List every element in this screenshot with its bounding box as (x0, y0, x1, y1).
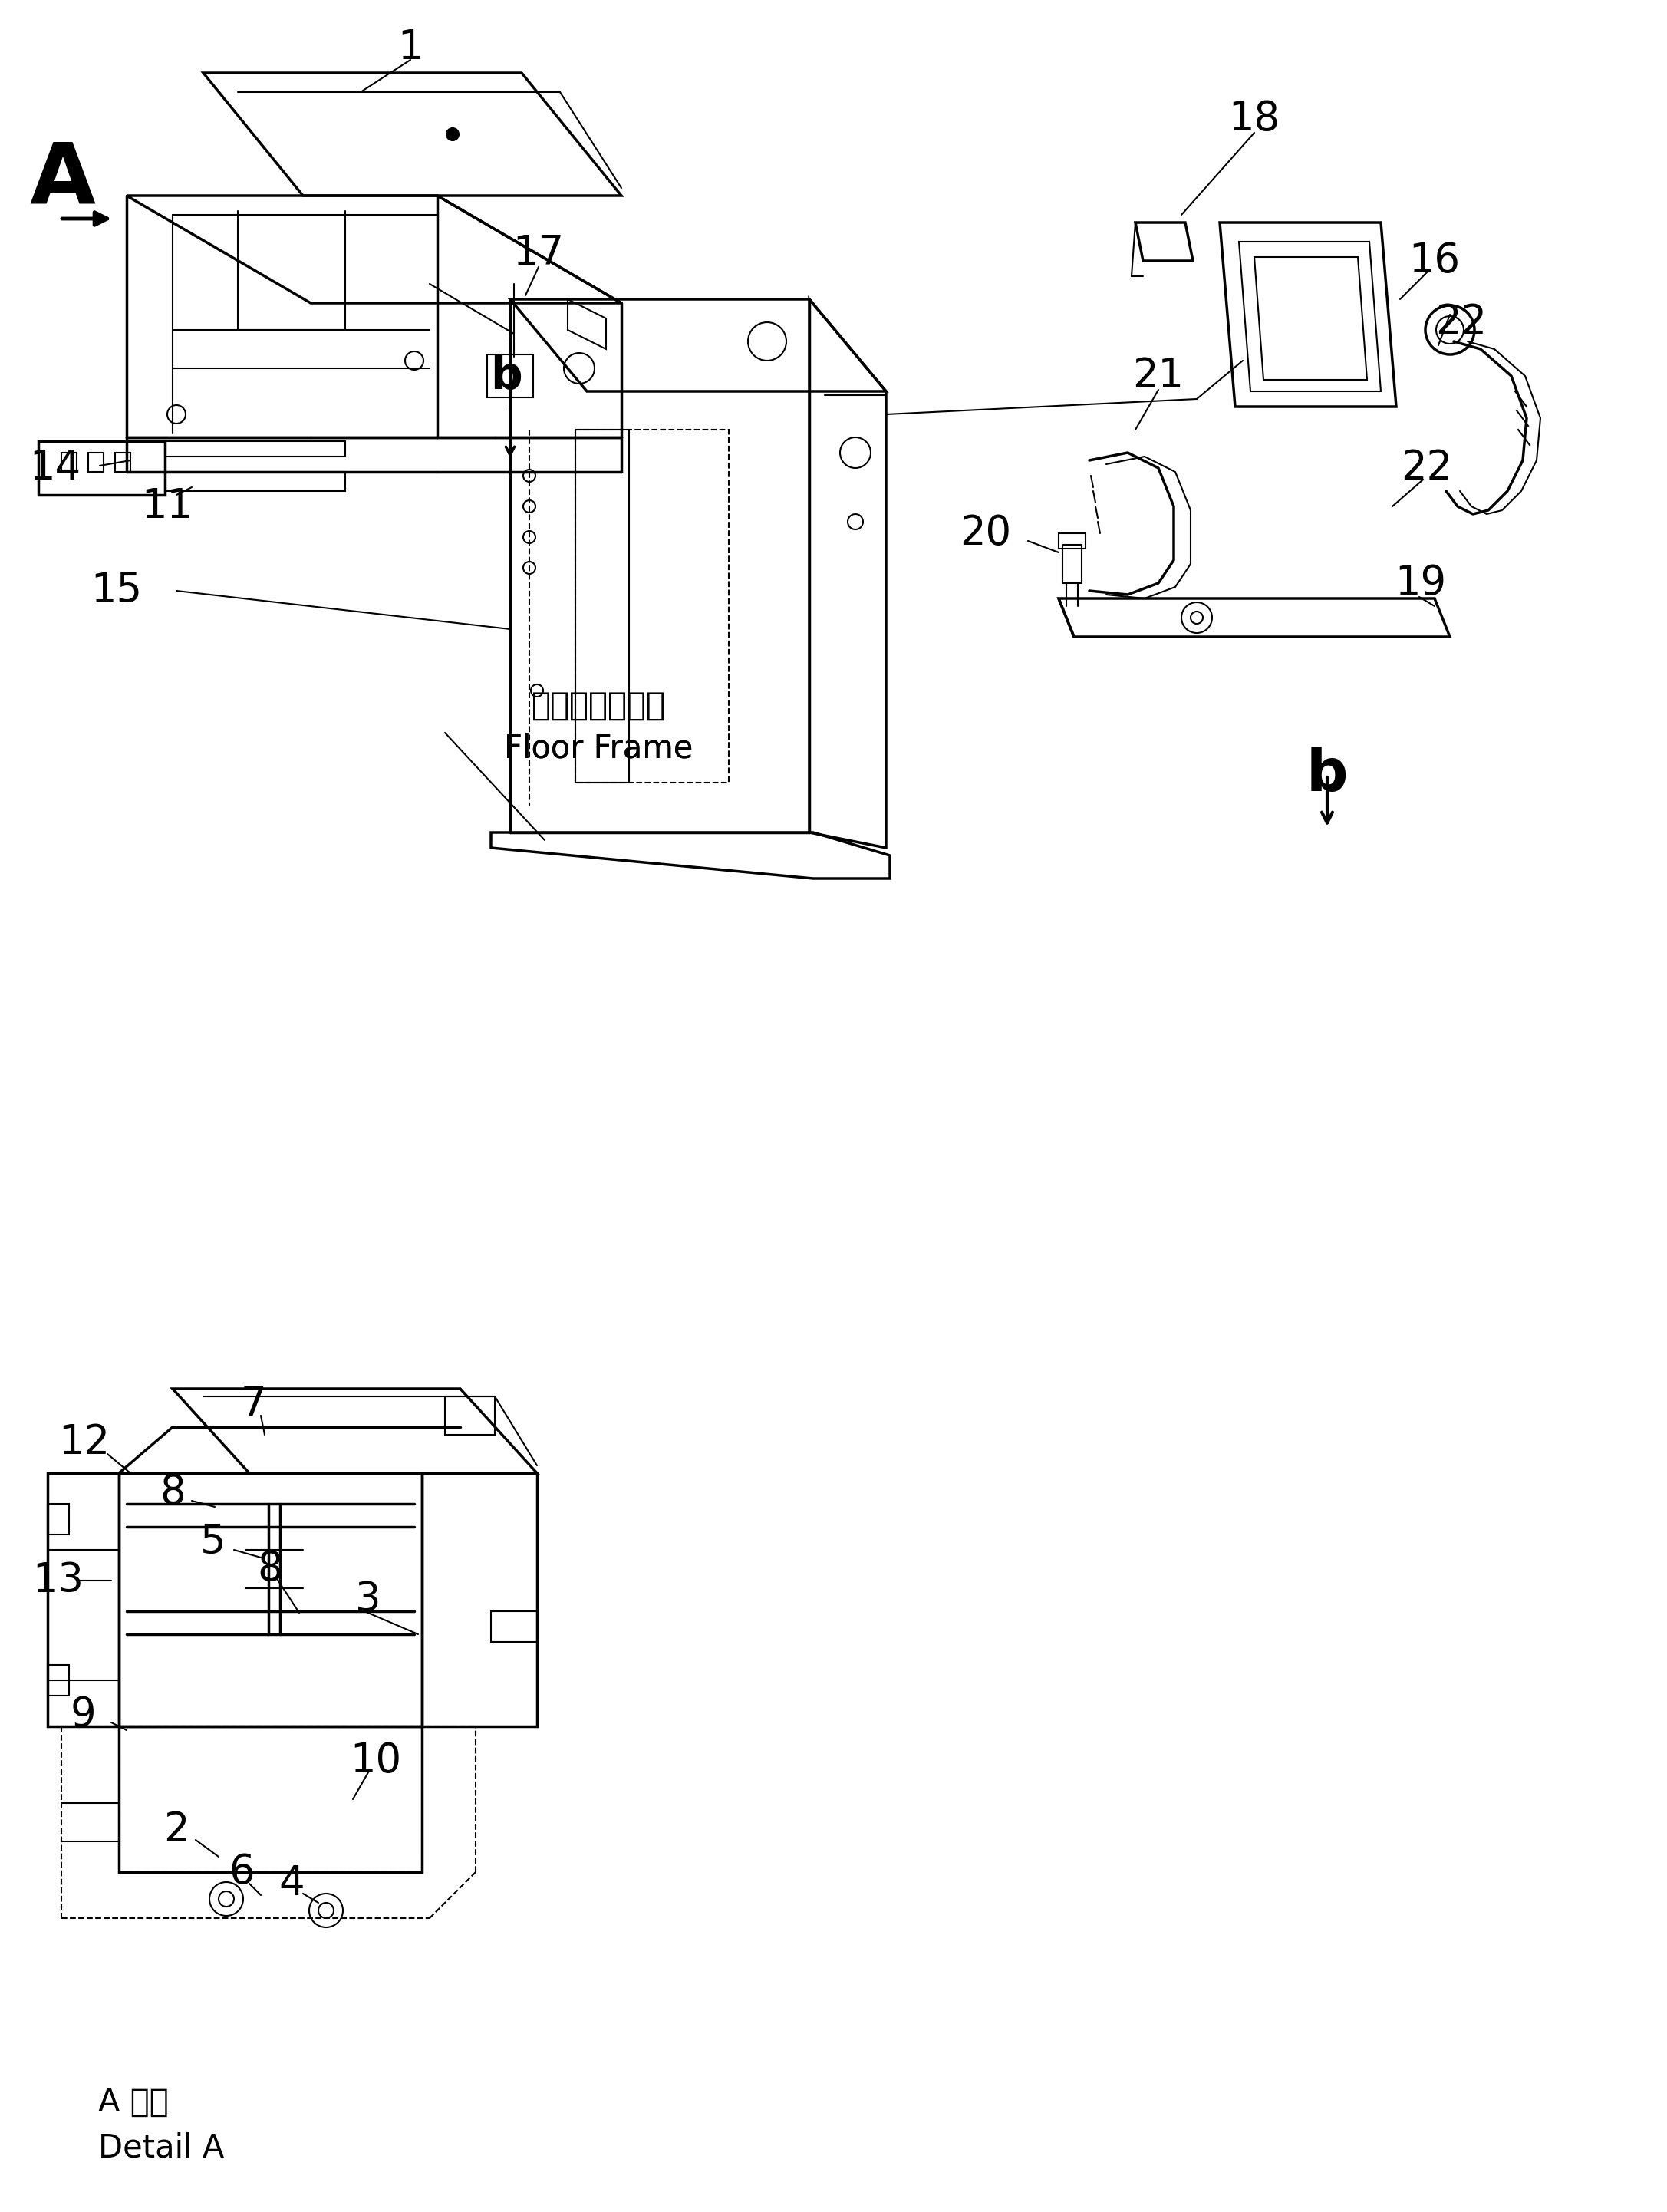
Text: 8: 8 (257, 1548, 283, 1588)
Text: フロアフレーム: フロアフレーム (532, 690, 665, 721)
Text: 12: 12 (58, 1422, 110, 1462)
Text: 16: 16 (1409, 241, 1460, 281)
Circle shape (447, 128, 458, 139)
Text: 20: 20 (960, 513, 1012, 553)
Text: 10: 10 (350, 1741, 402, 1781)
Text: 6: 6 (228, 1851, 255, 1891)
Text: 11: 11 (142, 487, 193, 526)
Text: 21: 21 (1132, 356, 1184, 396)
Text: 3: 3 (355, 1579, 382, 1619)
Text: 22: 22 (1402, 449, 1452, 489)
Text: A 詳細: A 詳細 (98, 2086, 168, 2119)
Text: A: A (28, 139, 95, 221)
Text: b: b (1307, 745, 1349, 803)
Text: Detail A: Detail A (98, 2132, 225, 2163)
Text: Floor Frame: Floor Frame (503, 732, 693, 763)
Text: 5: 5 (200, 1522, 227, 1562)
Text: 2: 2 (163, 1809, 190, 1849)
Text: 14: 14 (30, 449, 82, 489)
Text: b: b (490, 354, 522, 398)
Text: 8: 8 (160, 1473, 185, 1513)
Text: 9: 9 (70, 1694, 95, 1734)
Text: 17: 17 (513, 232, 565, 272)
Text: 7: 7 (240, 1385, 267, 1425)
Text: 19: 19 (1395, 564, 1447, 604)
Text: フロアフレーム: フロアフレーム (532, 690, 665, 721)
Text: 15: 15 (92, 571, 142, 611)
Text: 1: 1 (397, 27, 423, 69)
Text: Floor Frame: Floor Frame (503, 732, 693, 763)
Text: 22: 22 (1435, 303, 1487, 343)
Text: 13: 13 (32, 1562, 83, 1601)
Text: 18: 18 (1229, 100, 1280, 139)
Text: 4: 4 (278, 1865, 305, 1905)
